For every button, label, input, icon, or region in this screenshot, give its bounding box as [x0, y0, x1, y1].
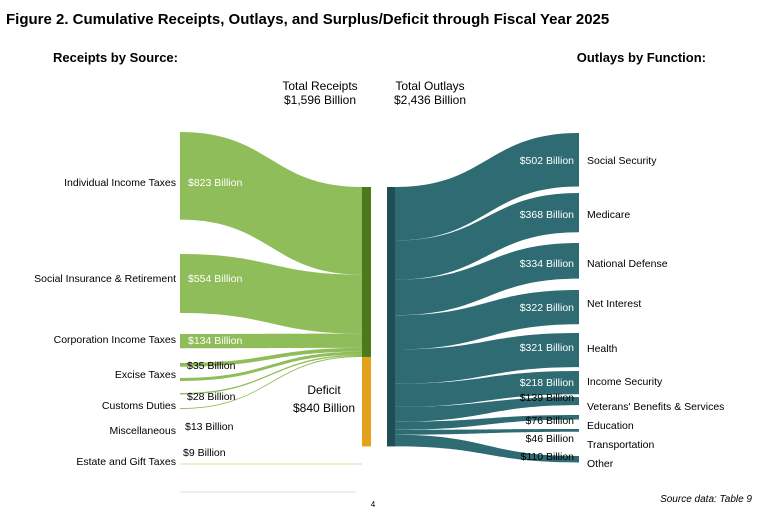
outlay-flow-transportation — [395, 429, 579, 435]
figure-title: Figure 2. Cumulative Receipts, Outlays, … — [6, 11, 609, 28]
outlay-name-veterans-benefits-services: Veterans' Benefits & Services — [587, 401, 724, 413]
outlay-value-net-interest: $322 Billion — [520, 302, 574, 314]
total-outlays-label: Total Outlays — [395, 79, 464, 93]
total-receipts-value: $1,596 Billion — [284, 93, 356, 107]
flow-labels: Individual Income Taxes $823 Billion Socia… — [34, 155, 724, 470]
outlay-flow-social-security — [395, 133, 579, 241]
receipt-flows — [180, 132, 362, 409]
outlay-value-transportation: $46 Billion — [526, 433, 575, 445]
outlay-value-education: $76 Billion — [526, 415, 575, 427]
receipt-flow-miscellaneous — [180, 354, 362, 395]
page-number: 4 — [371, 500, 376, 509]
outlays-total-bar — [387, 187, 395, 447]
source-note: Source data: Table 9 — [660, 494, 752, 505]
outlay-value-health: $321 Billion — [520, 342, 574, 354]
outlays-heading: Outlays by Function: — [577, 50, 706, 65]
receipt-value-social-insurance-retirement: $554 Billion — [188, 273, 242, 285]
outlay-flow-medicare — [395, 193, 579, 280]
receipt-name-excise-taxes: Excise Taxes — [115, 369, 176, 381]
outlay-flows — [395, 133, 579, 463]
total-receipts-label: Total Receipts — [282, 79, 357, 93]
receipt-value-miscellaneous: $13 Billion — [185, 421, 234, 433]
outlay-flow-veterans-benefits-services — [395, 397, 579, 422]
receipt-value-individual-income-taxes: $823 Billion — [188, 177, 242, 189]
outlay-value-medicare: $368 Billion — [520, 209, 574, 221]
outlay-name-net-interest: Net Interest — [587, 298, 641, 310]
outlay-flow-other — [395, 434, 579, 463]
receipts-total-bar — [362, 187, 371, 357]
receipt-value-customs-duties: $28 Billion — [187, 391, 236, 403]
total-outlays-value: $2,436 Billion — [394, 93, 466, 107]
outlay-value-social-security: $502 Billion — [520, 155, 574, 167]
deficit-label: Deficit — [307, 383, 341, 397]
receipt-flow-estate-and-gift-taxes — [180, 356, 362, 409]
outlay-name-national-defense: National Defense — [587, 258, 668, 270]
outlay-name-other: Other — [587, 458, 614, 470]
deficit-bar — [362, 356, 371, 447]
outlay-value-veterans-benefits-services: $139 Billion — [520, 392, 574, 404]
receipt-flow-individual-income-taxes — [180, 132, 362, 275]
receipt-flow-corporation-income-taxes — [180, 333, 362, 349]
receipt-name-individual-income-taxes: Individual Income Taxes — [64, 177, 176, 189]
outlay-flow-health — [395, 333, 579, 384]
outlay-name-income-security: Income Security — [587, 376, 663, 388]
outlay-name-health: Health — [587, 343, 618, 355]
outlay-flow-national-defense — [395, 243, 579, 316]
receipt-flow-customs-duties — [180, 351, 362, 381]
receipt-name-miscellaneous: Miscellaneous — [109, 425, 176, 437]
outlay-name-medicare: Medicare — [587, 209, 630, 221]
receipt-value-excise-taxes: $35 Billion — [187, 360, 236, 372]
outlay-name-social-security: Social Security — [587, 155, 657, 167]
outlay-value-national-defense: $334 Billion — [520, 258, 574, 270]
outlay-flow-education — [395, 415, 579, 430]
receipt-value-estate-and-gift-taxes: $9 Billion — [183, 447, 226, 459]
outlay-flow-income-security — [395, 371, 579, 407]
receipt-name-customs-duties: Customs Duties — [102, 400, 176, 412]
receipts-heading: Receipts by Source: — [53, 50, 178, 65]
deficit-value: $840 Billion — [293, 401, 355, 415]
outlay-value-other: $110 Billion — [520, 451, 574, 463]
receipt-name-corporation-income-taxes: Corporation Income Taxes — [54, 334, 176, 346]
outlay-flow-net-interest — [395, 290, 579, 350]
center-bars — [362, 187, 395, 447]
receipt-name-estate-and-gift-taxes: Estate and Gift Taxes — [76, 456, 176, 468]
receipt-flow-excise-taxes — [180, 347, 362, 367]
outlay-value-income-security: $218 Billion — [520, 377, 574, 389]
receipt-value-corporation-income-taxes: $134 Billion — [188, 335, 242, 347]
outlay-name-education: Education — [587, 420, 634, 432]
receipt-name-social-insurance-retirement: Social Insurance & Retirement — [34, 273, 176, 285]
receipt-flow-social-insurance-retirement — [180, 254, 362, 334]
outlay-name-transportation: Transportation — [587, 439, 654, 451]
